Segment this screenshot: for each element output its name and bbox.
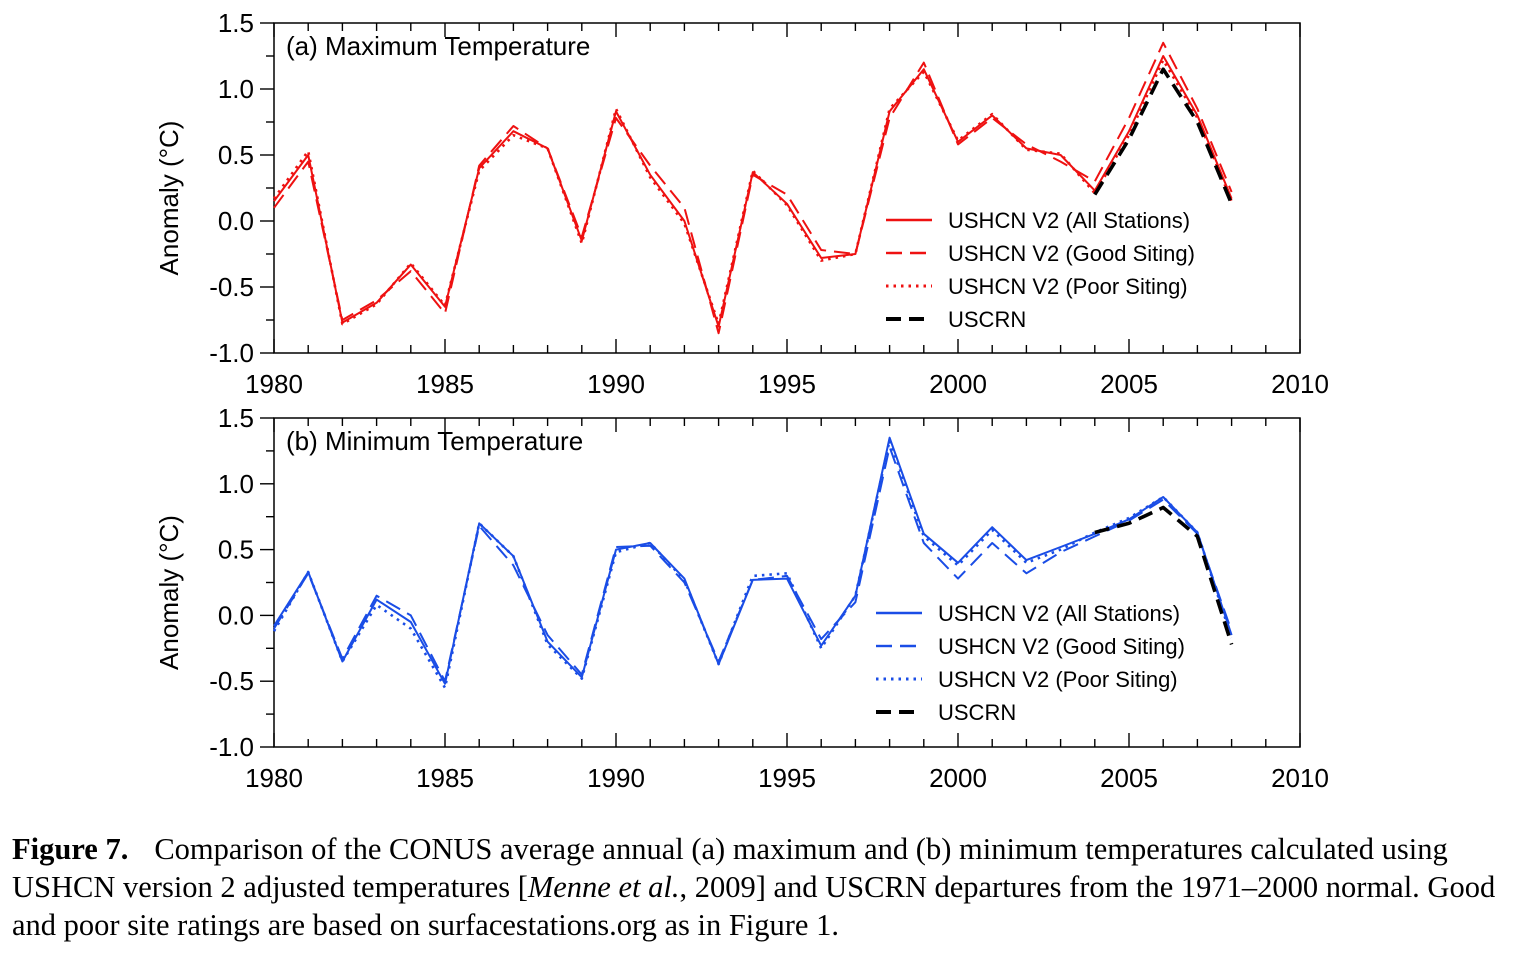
x-tick-label: 2000 <box>929 763 987 793</box>
y-tick-label: -0.5 <box>209 666 254 696</box>
y-tick-label: -1.0 <box>209 338 254 368</box>
x-tick-label: 1995 <box>758 369 816 399</box>
legend-entry: USHCN V2 (Good Siting) <box>938 634 1185 659</box>
figure-caption: Figure 7. Comparison of the CONUS average… <box>12 830 1502 944</box>
series-line <box>1094 505 1234 645</box>
legend-entry: USHCN V2 (All Stations) <box>948 208 1190 233</box>
series-line <box>273 41 1233 335</box>
x-tick-label: 1980 <box>245 369 303 399</box>
legend-entry: USHCN V2 (All Stations) <box>938 601 1180 626</box>
x-tick-label: 2000 <box>929 369 987 399</box>
y-tick-label: 1.0 <box>218 74 254 104</box>
x-tick-label: 1985 <box>416 763 474 793</box>
y-tick-label: 0.0 <box>218 206 254 236</box>
caption-text-1: Comparison of the CONUS average annual (… <box>12 832 1448 904</box>
caption-label: Figure 7. <box>12 832 129 866</box>
x-tick-label: 1990 <box>587 369 645 399</box>
y-tick-label: 0.0 <box>218 600 254 630</box>
series-line <box>273 446 1233 683</box>
y-tick-label: 1.5 <box>218 8 254 38</box>
plot-frame <box>273 417 1301 748</box>
x-tick-label: 1980 <box>245 763 303 793</box>
caption-text-2: , 2009] and USCRN departures from the 19… <box>12 870 1496 942</box>
panel-minimum-temperature: 1980 1985 1990 1995 2000 2005 2010 1.5 1.0 0.5 0.0… <box>154 403 1329 793</box>
panel-title: (a) Maximum Temperature <box>286 31 590 61</box>
series-line <box>1093 67 1234 205</box>
legend-entry: USCRN <box>948 307 1026 332</box>
series-line <box>272 439 1233 690</box>
plot-frame <box>273 22 1301 354</box>
legend-entry: USCRN <box>938 700 1016 725</box>
y-axis-title: Anomaly (°C) <box>154 121 184 276</box>
y-tick-label: 1.5 <box>218 403 254 433</box>
x-tick-label: 1985 <box>416 369 474 399</box>
x-tick-label: 1990 <box>587 763 645 793</box>
caption-citation: Menne et al. <box>527 870 680 904</box>
legend-entry: USHCN V2 (Good Siting) <box>948 241 1195 266</box>
y-axis-title: Anomaly (°C) <box>154 515 184 670</box>
x-tick-label: 2010 <box>1271 763 1329 793</box>
panel-title: (b) Minimum Temperature <box>286 426 583 456</box>
y-tick-label: 1.0 <box>218 469 254 499</box>
x-tick-label: 2005 <box>1100 763 1158 793</box>
panel-maximum-temperature: 1980 1985 1990 1995 2000 2005 2010 1.5 1.0 0.5 0.0… <box>154 8 1329 399</box>
legend-entry: USHCN V2 (Poor Siting) <box>948 274 1188 299</box>
y-tick-label: -1.0 <box>209 732 254 762</box>
x-tick-label: 1995 <box>758 763 816 793</box>
x-tick-label: 2010 <box>1271 369 1329 399</box>
y-tick-label: 0.5 <box>218 535 254 565</box>
y-tick-label: 0.5 <box>218 140 254 170</box>
x-tick-label: 2005 <box>1100 369 1158 399</box>
figure-7: 1980 1985 1990 1995 2000 2005 2010 1.5 1.0 0.5 0.0… <box>154 8 1329 793</box>
y-tick-label: -0.5 <box>209 272 254 302</box>
legend-entry: USHCN V2 (Poor Siting) <box>938 667 1178 692</box>
